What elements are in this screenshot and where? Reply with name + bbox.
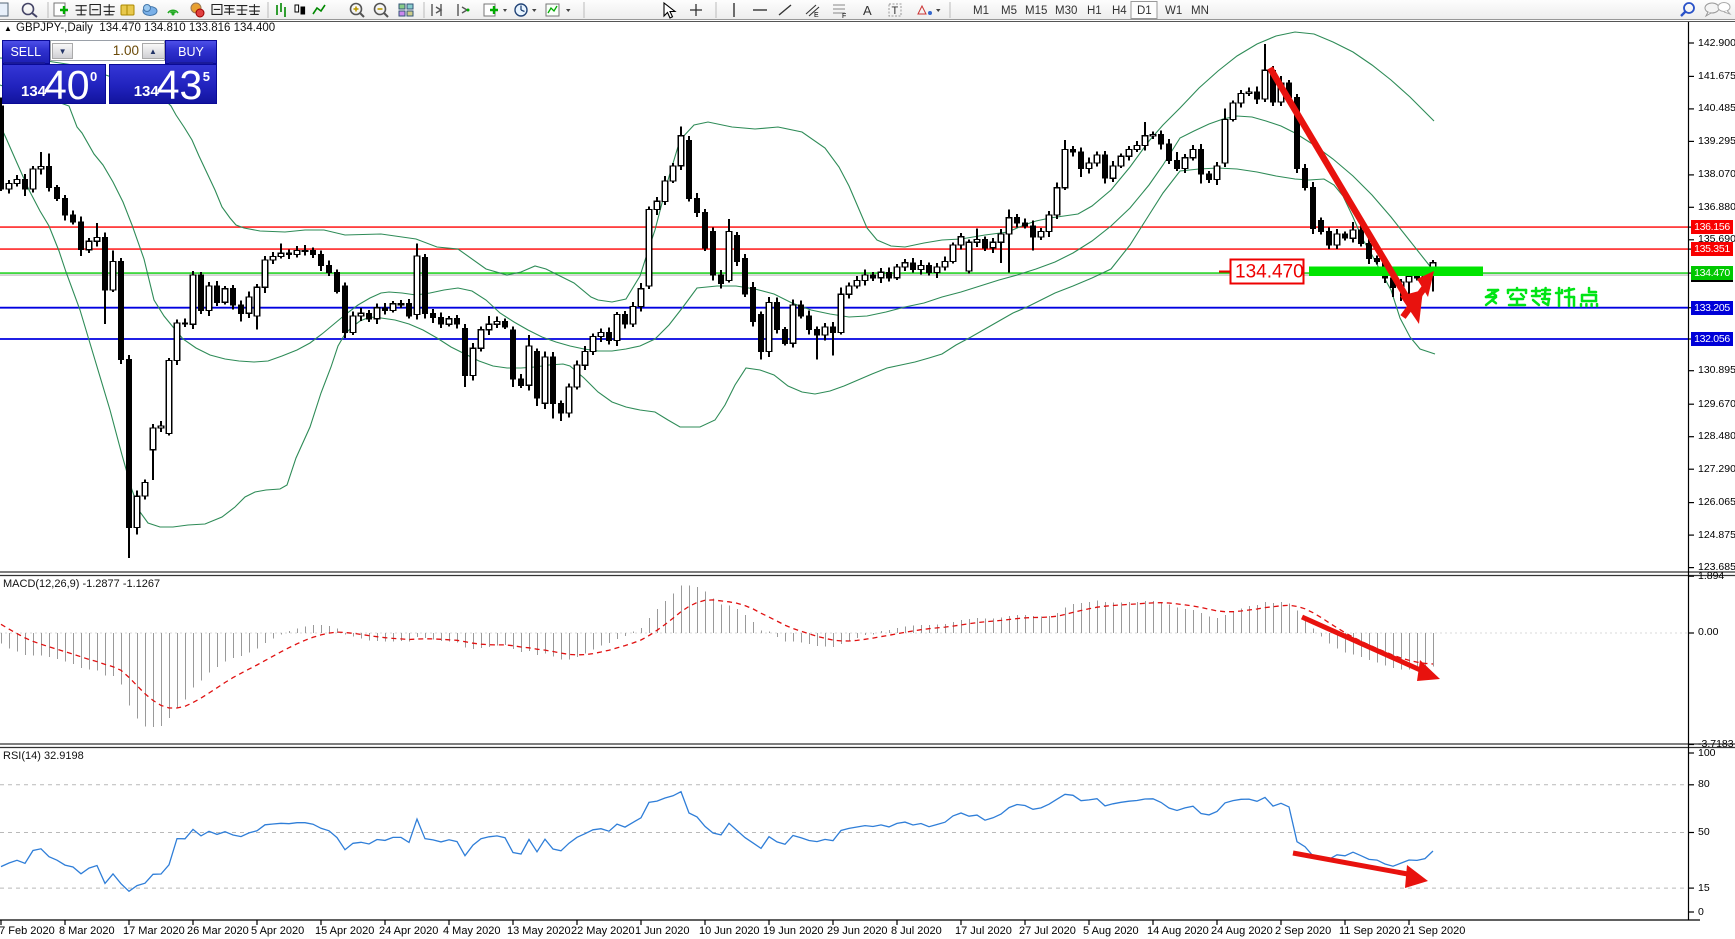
svg-text:134.470: 134.470	[1235, 262, 1304, 283]
svg-text:W1: W1	[1165, 5, 1182, 17]
svg-text:D1: D1	[1137, 5, 1152, 17]
svg-text:M15: M15	[1025, 5, 1047, 17]
svg-text:E: E	[814, 12, 819, 19]
svg-text:A: A	[863, 3, 872, 18]
svg-text:M5: M5	[1001, 5, 1017, 17]
svg-text:H1: H1	[1087, 5, 1102, 17]
svg-text:T: T	[892, 5, 899, 17]
svg-text:M30: M30	[1055, 5, 1077, 17]
svg-text:F: F	[842, 13, 846, 20]
svg-text:MN: MN	[1191, 5, 1209, 17]
svg-text:H4: H4	[1112, 5, 1127, 17]
svg-text:M1: M1	[973, 5, 989, 17]
